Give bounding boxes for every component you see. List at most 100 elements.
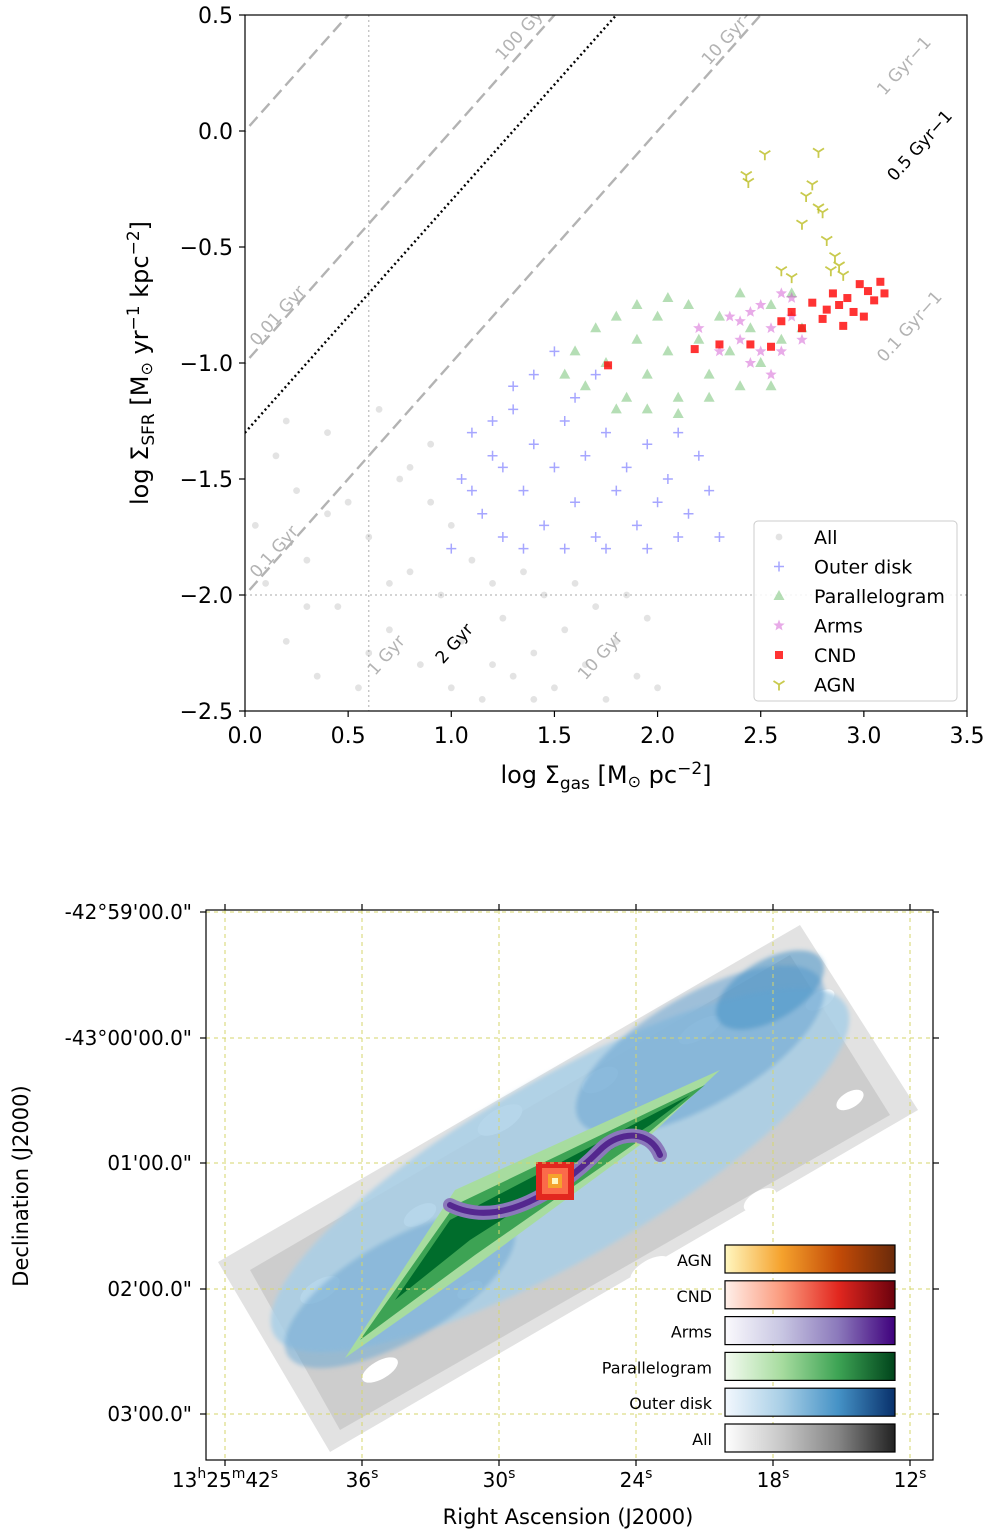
agn-center (552, 1178, 558, 1184)
data-point (773, 590, 785, 600)
data-point (427, 498, 435, 506)
colorbar-gradient (724, 1280, 896, 1310)
data-point (303, 603, 311, 610)
data-point (820, 235, 833, 247)
data-point (458, 638, 465, 645)
series-agn (740, 147, 850, 284)
data-point (365, 533, 373, 541)
x-tick-label: 3.0 (846, 724, 881, 749)
data-point (654, 684, 661, 692)
data-point (540, 591, 548, 599)
data-point (833, 261, 846, 272)
data-point (806, 180, 819, 191)
data-point (643, 614, 651, 622)
dec-tick-label: 03'00.0" (107, 1402, 192, 1426)
legend: All Outer disk Parallelogram Arms CND AGN (753, 520, 958, 702)
data-point (396, 475, 404, 483)
data-point (324, 510, 331, 518)
data-point (704, 485, 715, 496)
data-point (652, 497, 663, 508)
data-point (570, 497, 581, 508)
series-outer-disk (446, 346, 725, 554)
data-point (787, 307, 796, 316)
data-point (375, 406, 383, 413)
x-tick-label: 1.5 (537, 724, 572, 749)
data-point (406, 464, 414, 471)
series-arms (693, 287, 808, 380)
data-point (734, 333, 746, 345)
data-point (602, 696, 610, 703)
scatter-plot: 100 Gyr−1 10 Gyr−1 1 Gyr−10.5 Gyr−10.1 Gyr… (124, 4, 985, 794)
data-point (272, 452, 280, 460)
colorbar-label: CND (677, 1287, 712, 1306)
data-point (499, 614, 507, 622)
data-point (456, 474, 467, 484)
data-point (631, 299, 643, 309)
data-point (765, 368, 777, 380)
data-point (755, 345, 767, 357)
data-point (621, 462, 632, 473)
data-point (539, 520, 550, 531)
legend-label: Outer disk (814, 557, 912, 579)
colorbar: Parallelogram (602, 1351, 896, 1382)
data-point (344, 498, 352, 506)
y-tick-label: −1.0 (180, 352, 233, 377)
legend-label: CND (814, 645, 856, 667)
data-point (693, 322, 705, 334)
data-point (601, 427, 611, 438)
data-point (774, 561, 784, 572)
data-point (843, 294, 852, 303)
y-axis-label: log ΣSFR [M⊙ yr−1 kpc−2] (124, 221, 159, 505)
data-point (446, 543, 457, 554)
colorbar-gradient (724, 1315, 896, 1346)
x-tick-label: 0.0 (228, 724, 263, 749)
data-point (530, 649, 538, 657)
data-point (642, 543, 653, 554)
series-all (251, 406, 661, 703)
data-point (487, 416, 498, 426)
data-point (835, 301, 844, 309)
data-point (734, 315, 746, 327)
data-point (742, 177, 755, 189)
data-point (777, 317, 786, 326)
data-point (251, 522, 259, 529)
data-point (489, 661, 496, 668)
legend-item: Parallelogram (773, 586, 945, 608)
dec-tick-label: -42°59'00.0" (65, 900, 192, 924)
data-point (642, 439, 653, 450)
colorbar: Arms (671, 1315, 896, 1346)
colorbar: CND (677, 1280, 896, 1310)
data-point (569, 345, 581, 356)
data-point (313, 672, 321, 680)
data-point (683, 299, 695, 309)
data-point (466, 485, 477, 496)
series-parallelogram (559, 287, 808, 419)
data-point (839, 321, 848, 330)
gap-region (743, 1188, 777, 1212)
data-point (693, 450, 704, 461)
data-point (468, 556, 476, 564)
data-point (773, 619, 785, 631)
ra-tick-label: 30s (483, 1466, 516, 1492)
data-point (724, 345, 736, 356)
data-point (796, 333, 808, 345)
data-point (714, 532, 725, 542)
data-point (592, 603, 600, 610)
gap-region (362, 1357, 398, 1383)
data-point (672, 391, 684, 402)
data-point (406, 568, 414, 576)
data-point (673, 532, 684, 542)
ra-tick-label: 24s (620, 1466, 653, 1492)
data-point (549, 346, 560, 357)
data-point (518, 543, 529, 554)
gap-region (836, 1089, 864, 1111)
data-point (703, 368, 715, 379)
data-point (549, 462, 560, 473)
data-point (570, 392, 581, 403)
legend-label: Parallelogram (814, 586, 945, 608)
data-point (703, 391, 715, 402)
data-point (797, 324, 806, 333)
data-point (822, 305, 831, 314)
data-point (855, 280, 864, 289)
